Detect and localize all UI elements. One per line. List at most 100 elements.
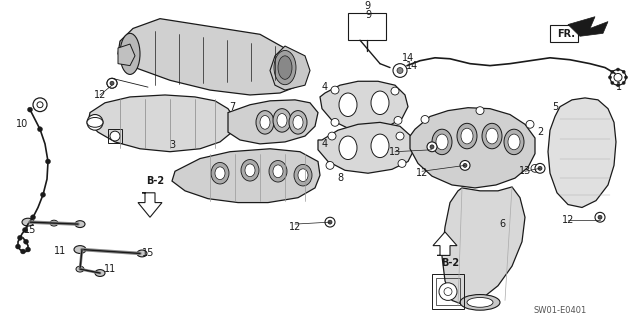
Text: 2: 2 bbox=[537, 127, 543, 137]
Circle shape bbox=[595, 212, 605, 222]
Bar bbox=[436, 278, 460, 305]
Circle shape bbox=[326, 161, 334, 169]
Text: 9: 9 bbox=[364, 1, 370, 11]
Text: 7: 7 bbox=[229, 102, 235, 112]
Polygon shape bbox=[118, 44, 135, 66]
Circle shape bbox=[535, 163, 545, 173]
Text: 9: 9 bbox=[365, 10, 371, 20]
Polygon shape bbox=[433, 232, 457, 256]
Text: 15: 15 bbox=[24, 225, 36, 235]
Text: 4: 4 bbox=[322, 139, 328, 149]
Text: 14: 14 bbox=[402, 53, 414, 63]
Circle shape bbox=[110, 131, 120, 141]
Text: 11: 11 bbox=[54, 247, 66, 256]
Ellipse shape bbox=[293, 115, 303, 129]
Circle shape bbox=[110, 81, 114, 85]
Text: B-2: B-2 bbox=[441, 258, 459, 268]
Polygon shape bbox=[442, 187, 525, 305]
Ellipse shape bbox=[74, 246, 86, 254]
Polygon shape bbox=[568, 17, 608, 36]
Circle shape bbox=[38, 127, 42, 132]
Bar bbox=[348, 13, 386, 40]
Ellipse shape bbox=[457, 123, 477, 149]
Circle shape bbox=[24, 239, 29, 244]
Text: 11: 11 bbox=[104, 264, 116, 274]
Text: 8: 8 bbox=[337, 173, 343, 183]
Ellipse shape bbox=[294, 164, 312, 186]
Ellipse shape bbox=[269, 160, 287, 182]
Circle shape bbox=[107, 78, 117, 88]
Bar bbox=[550, 25, 578, 42]
Circle shape bbox=[331, 118, 339, 126]
Ellipse shape bbox=[504, 129, 524, 155]
Polygon shape bbox=[118, 19, 305, 95]
Text: 6: 6 bbox=[499, 219, 505, 229]
Ellipse shape bbox=[436, 134, 448, 150]
Ellipse shape bbox=[75, 221, 85, 227]
Ellipse shape bbox=[486, 128, 498, 144]
Ellipse shape bbox=[339, 136, 357, 160]
Circle shape bbox=[22, 227, 28, 233]
Ellipse shape bbox=[273, 165, 283, 178]
Text: 12: 12 bbox=[94, 90, 106, 100]
Text: 14: 14 bbox=[406, 61, 418, 70]
Ellipse shape bbox=[256, 111, 274, 134]
Ellipse shape bbox=[245, 164, 255, 177]
Ellipse shape bbox=[260, 115, 270, 129]
Polygon shape bbox=[410, 108, 535, 188]
Text: SW01-E0401: SW01-E0401 bbox=[533, 306, 587, 315]
Ellipse shape bbox=[508, 134, 520, 150]
Circle shape bbox=[397, 68, 403, 73]
Text: 13: 13 bbox=[389, 147, 401, 157]
Ellipse shape bbox=[137, 250, 147, 257]
Circle shape bbox=[325, 217, 335, 227]
Polygon shape bbox=[172, 149, 320, 203]
Circle shape bbox=[37, 102, 43, 108]
Circle shape bbox=[476, 107, 484, 115]
Ellipse shape bbox=[277, 114, 287, 127]
Ellipse shape bbox=[22, 218, 34, 226]
Polygon shape bbox=[138, 193, 162, 217]
Text: FR.: FR. bbox=[557, 29, 575, 39]
Text: B-2: B-2 bbox=[146, 176, 164, 186]
Ellipse shape bbox=[76, 266, 84, 272]
Text: 12: 12 bbox=[289, 222, 301, 232]
Circle shape bbox=[20, 249, 26, 254]
Ellipse shape bbox=[432, 129, 452, 155]
Circle shape bbox=[616, 84, 620, 87]
Circle shape bbox=[26, 247, 31, 252]
Circle shape bbox=[622, 81, 625, 84]
Circle shape bbox=[396, 132, 404, 140]
Ellipse shape bbox=[467, 298, 493, 307]
Circle shape bbox=[33, 98, 47, 112]
Polygon shape bbox=[318, 122, 414, 173]
Circle shape bbox=[439, 283, 457, 300]
Text: 10: 10 bbox=[16, 119, 28, 129]
Circle shape bbox=[611, 81, 614, 84]
Ellipse shape bbox=[482, 123, 502, 149]
Polygon shape bbox=[320, 81, 408, 130]
Ellipse shape bbox=[273, 109, 291, 132]
Circle shape bbox=[17, 235, 22, 240]
Ellipse shape bbox=[50, 220, 58, 226]
Polygon shape bbox=[548, 98, 616, 207]
Text: 12: 12 bbox=[416, 168, 428, 178]
Circle shape bbox=[611, 70, 614, 73]
Circle shape bbox=[40, 192, 45, 197]
Circle shape bbox=[444, 288, 452, 295]
Ellipse shape bbox=[461, 128, 473, 144]
Circle shape bbox=[391, 87, 399, 95]
Ellipse shape bbox=[339, 93, 357, 116]
Circle shape bbox=[331, 86, 339, 94]
Circle shape bbox=[28, 107, 33, 112]
Bar bbox=[108, 129, 122, 143]
Ellipse shape bbox=[371, 134, 389, 158]
Text: 3: 3 bbox=[169, 140, 175, 150]
Circle shape bbox=[398, 160, 406, 167]
Text: 13: 13 bbox=[519, 166, 531, 176]
Circle shape bbox=[31, 215, 35, 220]
Bar bbox=[432, 274, 464, 309]
Circle shape bbox=[614, 73, 622, 81]
Circle shape bbox=[463, 163, 467, 167]
Polygon shape bbox=[88, 95, 235, 152]
